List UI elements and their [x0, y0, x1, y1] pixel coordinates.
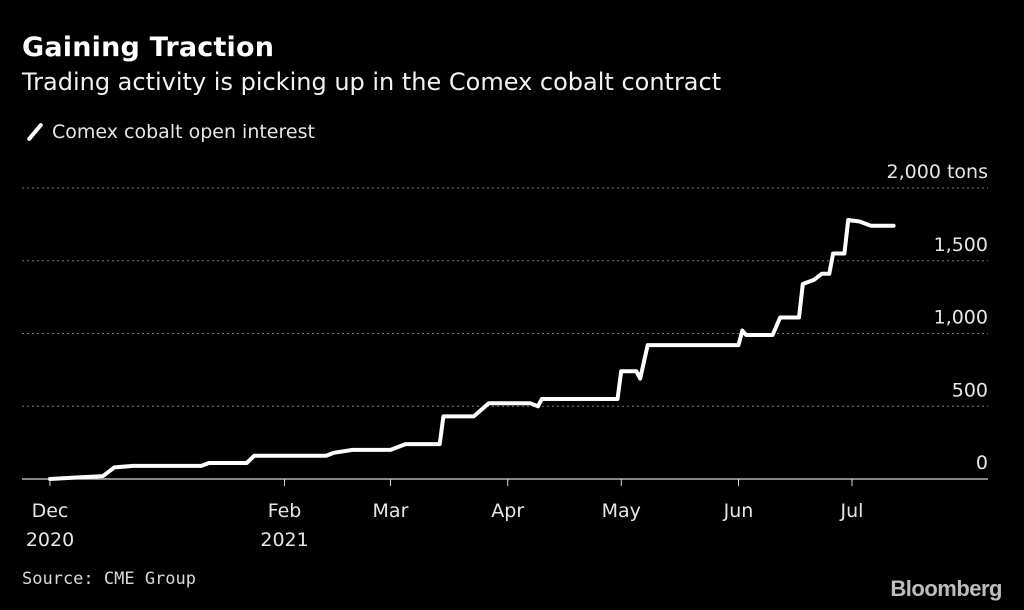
bloomberg-logo: Bloomberg — [890, 576, 1002, 601]
y-tick-label: 0 — [976, 452, 988, 474]
x-tick-label: Mar — [373, 500, 409, 522]
y-tick-label: 2,000 tons — [887, 161, 988, 183]
y-tick-label: 500 — [952, 379, 988, 401]
y-tick-label: 1,500 — [934, 234, 988, 256]
y-tick-label: 1,000 — [934, 307, 988, 329]
x-tick-label: Jul — [840, 500, 864, 522]
series-line-open-interest — [48, 218, 896, 481]
x-tick-label: Feb — [268, 500, 302, 522]
x-tick-year-label: 2020 — [26, 529, 74, 551]
x-tick-label: Jun — [723, 500, 754, 522]
source-note: Source: CME Group — [22, 569, 196, 589]
x-tick-label: May — [602, 500, 641, 522]
chart-title: Gaining Traction — [22, 32, 275, 63]
x-tick-label: Apr — [491, 500, 524, 522]
chart-subtitle: Trading activity is picking up in the Co… — [22, 68, 722, 96]
x-tick-year-label: 2021 — [260, 529, 308, 551]
x-tick-label: Dec — [32, 500, 69, 522]
legend: Comex cobalt open interest — [22, 120, 315, 144]
legend-label: Comex cobalt open interest — [52, 121, 315, 143]
